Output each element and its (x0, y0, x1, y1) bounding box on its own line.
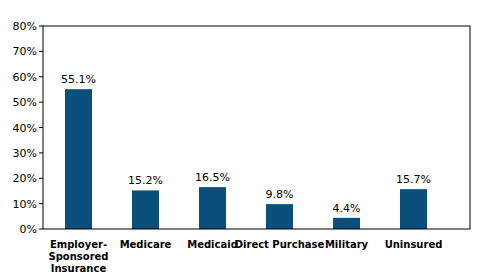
bar (333, 218, 360, 229)
bars (65, 89, 427, 229)
y-tick (39, 76, 43, 77)
y-tick-label: 30% (13, 147, 37, 160)
data-label: 15.7% (396, 173, 431, 186)
data-label: 9.8% (266, 188, 294, 201)
x-tick-label-line: Uninsured (385, 239, 443, 250)
bar (65, 89, 92, 229)
x-tick-label-line: Medicare (120, 239, 172, 250)
x-tick-label-line: Military (325, 239, 369, 250)
bar (266, 204, 293, 229)
y-tick-label: 70% (13, 45, 37, 58)
y-tick-label: 60% (13, 71, 37, 84)
data-label: 15.2% (128, 174, 163, 187)
x-tick-label-line: Insurance (51, 263, 107, 274)
chart-svg: 0% 10% 20% 30% 40% 50% 60% 70% 80% 55.1% 15.2% 16.5… (0, 0, 481, 278)
y-tick-label: 10% (13, 198, 37, 211)
plot-frame (43, 26, 470, 229)
x-tick-label: Medicare (120, 239, 172, 250)
y-tick-label: 50% (13, 96, 37, 109)
x-tick-label: Uninsured (385, 239, 443, 250)
x-tick-label-line: Direct Purchase (235, 239, 325, 250)
y-tick-label: 80% (13, 20, 37, 33)
y-tick (39, 178, 43, 179)
bar (400, 189, 427, 229)
data-label: 16.5% (195, 171, 230, 184)
x-tick-label: Medicaid (187, 239, 238, 250)
y-tick-label: 20% (13, 172, 37, 185)
bar (132, 190, 159, 229)
y-tick (39, 127, 43, 128)
y-tick (39, 229, 43, 230)
x-tick-label: Military (325, 239, 369, 250)
bar (199, 187, 226, 229)
data-label: 4.4% (333, 202, 361, 215)
data-label: 55.1% (61, 73, 96, 86)
y-tick (39, 102, 43, 103)
y-tick (39, 26, 43, 27)
x-tick-label-line: Sponsored (48, 251, 108, 262)
y-tick-label: 0% (20, 223, 37, 236)
x-tick-label: Direct Purchase (235, 239, 325, 250)
y-tick-label: 40% (13, 122, 37, 135)
y-tick (39, 51, 43, 52)
y-tick (39, 152, 43, 153)
x-tick-label-line: Medicaid (187, 239, 238, 250)
x-tick-label-line: Employer- (50, 239, 107, 250)
x-tick-label: Employer-SponsoredInsurance (48, 239, 108, 274)
chart-container: 0% 10% 20% 30% 40% 50% 60% 70% 80% 55.1% 15.2% 16.5… (0, 0, 481, 278)
y-tick (39, 203, 43, 204)
